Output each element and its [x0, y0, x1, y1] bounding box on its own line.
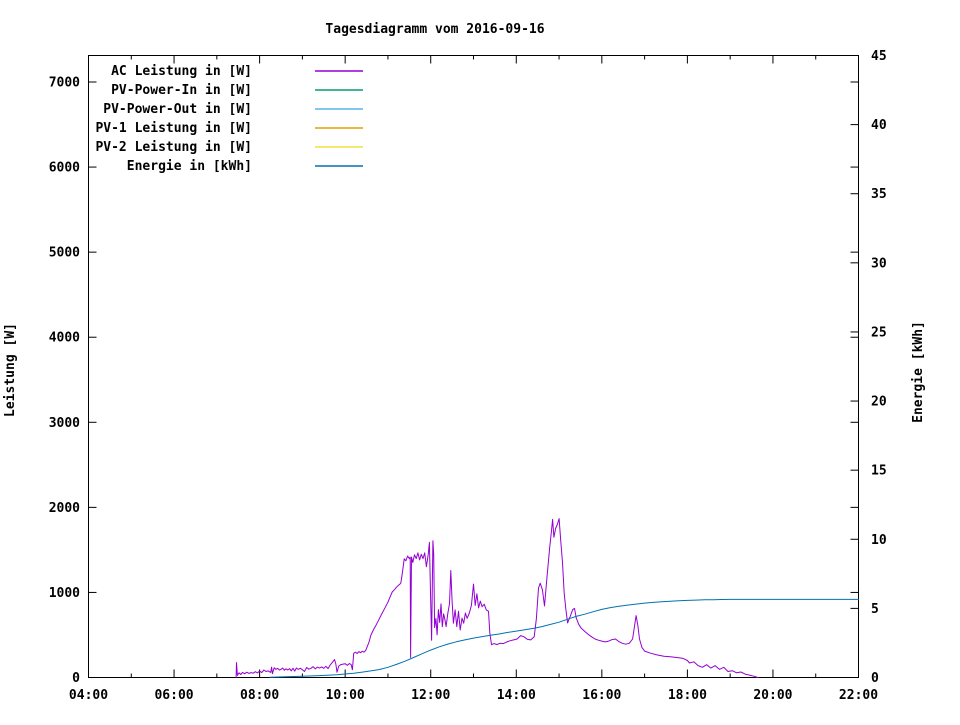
- legend-entry: PV-1 Leistung in [W]: [95, 121, 363, 136]
- y-left-tick-label: 1000: [49, 586, 80, 601]
- legend-entry: PV-Power-Out in [W]: [103, 102, 363, 117]
- y-left-tick-label: 5000: [49, 246, 80, 261]
- x-tick-label: 18:00: [668, 688, 707, 703]
- legend-label: PV-1 Leistung in [W]: [95, 121, 252, 136]
- x-tick-label: 16:00: [582, 688, 621, 703]
- y-left-tick-label: 4000: [49, 331, 80, 346]
- y-right-tick-label: 25: [871, 325, 887, 340]
- x-tick-label: 14:00: [497, 688, 536, 703]
- plot-frame: 04:00 06:00 08:00 10:00 12:00 14:00 16:00 18:00…: [49, 49, 887, 703]
- legend-label: AC Leistung in [W]: [111, 64, 252, 79]
- y-right-tick-label: 20: [871, 395, 887, 410]
- chart-title: Tagesdiagramm vom 2016-09-16: [325, 22, 544, 37]
- y-right-tick-label: 5: [871, 602, 879, 617]
- y-right-tick-label: 45: [871, 49, 887, 64]
- x-tick-label: 20:00: [753, 688, 792, 703]
- y-left-tick-label: 2000: [49, 501, 80, 516]
- y-right-tick-label: 40: [871, 118, 887, 133]
- chart-legend: AC Leistung in [W] PV-Power-In in [W] PV-P…: [95, 64, 363, 174]
- y-right-axis-label: Energie [kWh]: [911, 321, 926, 423]
- x-tick-label: 04:00: [69, 688, 108, 703]
- y-left-tick-label: 7000: [49, 76, 80, 91]
- y-left-tick-label: 6000: [49, 161, 80, 176]
- y-right-tick-label: 0: [871, 671, 879, 686]
- y-left-tick-label: 3000: [49, 416, 80, 431]
- y-right-tick-label: 15: [871, 464, 887, 479]
- plot-series: [235, 518, 859, 678]
- y-right-tick-label: 30: [871, 256, 887, 271]
- legend-entry: AC Leistung in [W]: [111, 64, 363, 79]
- x-tick-label: 08:00: [240, 688, 279, 703]
- series-line-right: [269, 598, 859, 678]
- y-right-tick-label: 10: [871, 533, 887, 548]
- x-tick-label: 10:00: [326, 688, 365, 703]
- legend-entry: PV-Power-In in [W]: [111, 83, 363, 98]
- legend-label: PV-Power-Out in [W]: [103, 102, 252, 117]
- y-left-tick-label: 0: [72, 671, 80, 686]
- x-tick-label: 12:00: [411, 688, 450, 703]
- series-line-left: [235, 518, 759, 678]
- y-left-axis-label: Leistung [W]: [3, 323, 18, 417]
- legend-label: PV-Power-In in [W]: [111, 83, 252, 98]
- legend-label: PV-2 Leistung in [W]: [95, 140, 252, 155]
- legend-entry: Energie in [kWh]: [127, 159, 363, 174]
- legend-label: Energie in [kWh]: [127, 159, 252, 174]
- y-right-tick-label: 35: [871, 187, 887, 202]
- x-tick-label: 22:00: [839, 688, 878, 703]
- legend-entry: PV-2 Leistung in [W]: [95, 140, 363, 155]
- x-tick-label: 06:00: [154, 688, 193, 703]
